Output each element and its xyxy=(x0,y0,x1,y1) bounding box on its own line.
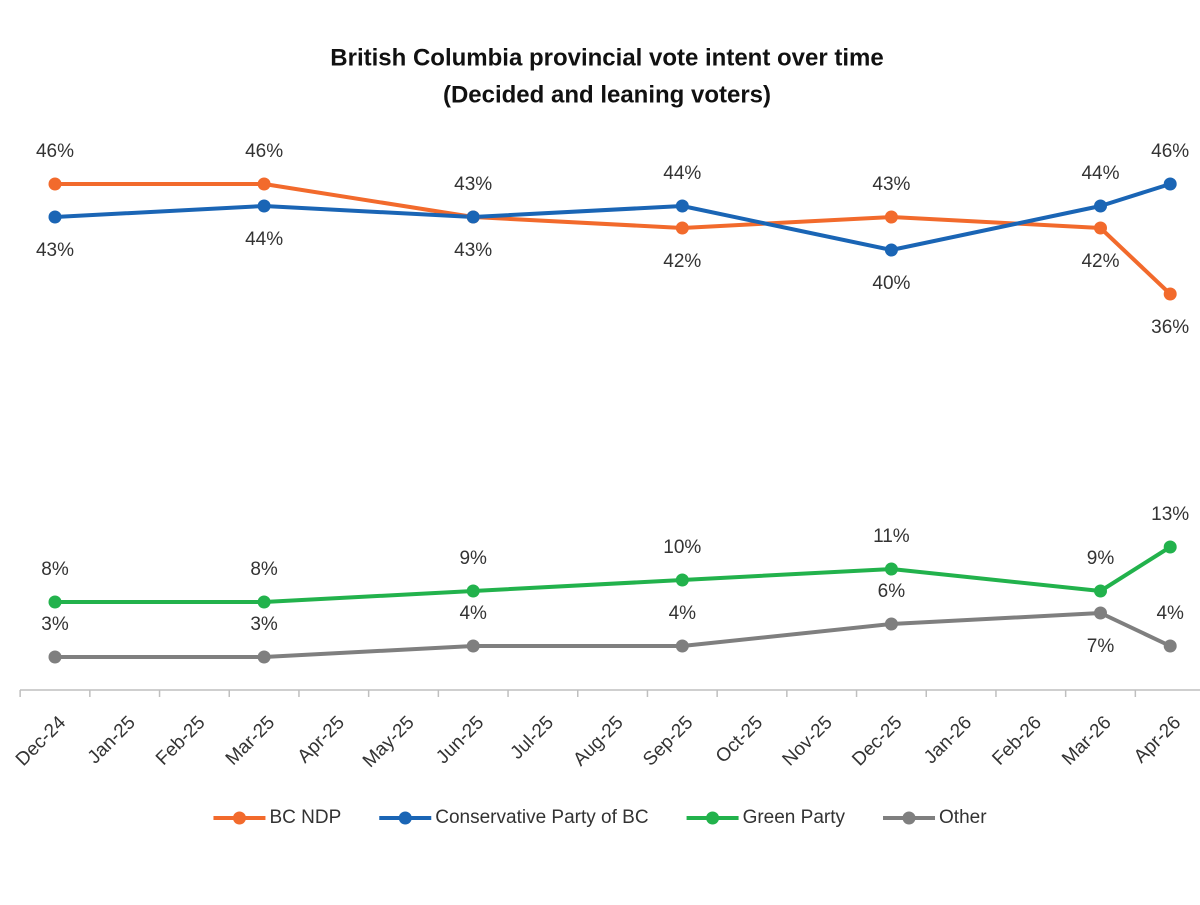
data-label: 7% xyxy=(1087,636,1115,657)
data-label: 8% xyxy=(250,559,278,580)
data-label: 43% xyxy=(454,174,492,195)
data-point xyxy=(1163,639,1177,653)
data-label: 44% xyxy=(245,229,283,250)
legend-item: Other xyxy=(883,807,987,828)
x-tick-label: Jul-25 xyxy=(507,712,558,763)
data-point xyxy=(675,199,689,213)
chart-title: British Columbia provincial vote intent … xyxy=(330,44,883,71)
x-tick-label: Jan-26 xyxy=(920,712,976,768)
x-tick-label: Mar-26 xyxy=(1058,712,1115,769)
series-line xyxy=(54,182,1171,252)
data-label: 11% xyxy=(873,526,910,547)
data-point xyxy=(48,595,62,609)
x-tick-label: Sep-25 xyxy=(639,712,697,770)
legend-label: Other xyxy=(939,807,987,828)
data-label: 42% xyxy=(663,251,701,272)
data-label: 10% xyxy=(663,537,701,558)
x-tick-label: Dec-25 xyxy=(848,712,906,770)
data-label: 42% xyxy=(1081,251,1119,272)
series-line xyxy=(55,611,1172,659)
data-point xyxy=(257,199,271,213)
legend-item: BC NDP xyxy=(213,807,341,828)
data-point xyxy=(48,650,62,664)
data-point xyxy=(257,650,271,664)
x-tick-label: May-25 xyxy=(359,712,419,772)
data-point xyxy=(257,595,271,609)
x-tick-label: Mar-25 xyxy=(222,712,279,769)
data-point xyxy=(884,617,898,631)
legend-marker xyxy=(232,811,246,825)
data-point xyxy=(1163,287,1177,301)
data-label: 43% xyxy=(36,240,74,261)
x-tick-label: Apr-26 xyxy=(1130,712,1185,767)
data-label: 4% xyxy=(1156,603,1184,624)
chart-subtitle: (Decided and leaning voters) xyxy=(443,81,771,108)
data-point xyxy=(675,573,689,587)
data-point xyxy=(675,221,689,235)
data-label: 9% xyxy=(459,548,487,569)
x-tick-label: Feb-26 xyxy=(988,712,1045,769)
legend-marker xyxy=(902,811,916,825)
legend-item: Green Party xyxy=(686,807,846,828)
data-label: 3% xyxy=(41,614,69,635)
data-point xyxy=(884,562,898,576)
legend-label: BC NDP xyxy=(269,807,341,828)
data-label: 40% xyxy=(872,273,910,294)
data-label: 43% xyxy=(454,240,492,261)
data-point xyxy=(1163,540,1177,554)
x-tick-label: Dec-24 xyxy=(12,712,70,770)
data-point xyxy=(1094,606,1107,620)
data-point xyxy=(48,177,62,191)
data-label: 4% xyxy=(669,603,697,624)
data-point xyxy=(48,210,62,224)
x-tick-label: Jun-25 xyxy=(432,712,488,768)
x-tick-label: Feb-25 xyxy=(152,712,209,769)
data-point xyxy=(884,210,898,224)
data-point xyxy=(1094,584,1107,598)
data-label: 13% xyxy=(1151,504,1189,525)
data-point xyxy=(1094,199,1107,213)
data-label: 46% xyxy=(245,141,283,162)
data-label: 46% xyxy=(36,141,74,162)
data-label: 43% xyxy=(872,174,910,195)
data-label: 36% xyxy=(1151,317,1189,338)
x-tick-label: Apr-25 xyxy=(294,712,349,767)
data-point xyxy=(257,177,271,191)
x-tick-label: Aug-25 xyxy=(570,712,628,770)
data-label: 46% xyxy=(1151,141,1189,162)
series-line xyxy=(55,182,1172,296)
data-label: 44% xyxy=(663,163,701,184)
legend-label: Green Party xyxy=(743,807,846,828)
legend-marker xyxy=(398,811,412,825)
legend-item: Conservative Party of BC xyxy=(379,807,649,828)
data-point xyxy=(1163,177,1177,191)
x-tick-label: Nov-25 xyxy=(779,712,837,770)
data-point xyxy=(466,639,480,653)
data-label: 6% xyxy=(878,581,906,602)
legend-label: Conservative Party of BC xyxy=(435,807,648,828)
data-point xyxy=(466,210,480,224)
data-point xyxy=(466,584,480,598)
x-tick-label: Oct-25 xyxy=(712,712,767,767)
series-line xyxy=(55,545,1172,604)
data-label: 4% xyxy=(459,603,487,624)
data-label: 44% xyxy=(1081,163,1119,184)
data-label: 8% xyxy=(41,559,69,580)
data-label: 3% xyxy=(250,614,278,635)
data-point xyxy=(1094,221,1107,235)
legend-marker xyxy=(706,811,720,825)
data-label: 9% xyxy=(1087,548,1115,569)
x-tick-label: Jan-25 xyxy=(84,712,140,768)
data-point xyxy=(884,243,898,257)
data-point xyxy=(675,639,689,653)
